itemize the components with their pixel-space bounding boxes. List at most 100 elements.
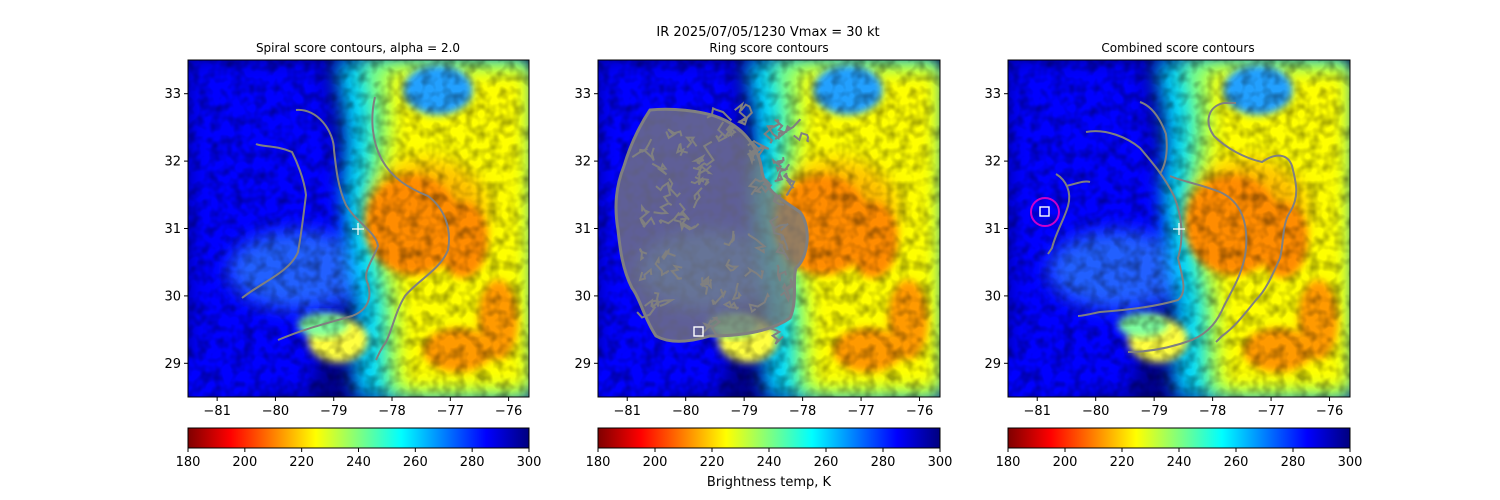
panel-spiral: Spiral score contours, alpha = 2.0 −81 −8… — [164, 41, 541, 470]
y-tick-label: 33 — [984, 87, 1001, 102]
colorbar-tick-label: 260 — [814, 455, 839, 470]
ring-contour-segment — [782, 172, 793, 186]
x-tick-label: −76 — [906, 404, 933, 419]
y-tick-label: 31 — [984, 222, 1001, 237]
x-tick-label: −78 — [1199, 404, 1226, 419]
ring-contour-segment — [785, 179, 796, 197]
panel-title: Combined score contours — [1101, 41, 1254, 55]
ring-contour-segment — [670, 264, 683, 280]
colorbar-tick-label: 260 — [1224, 455, 1249, 470]
x-tick-label: −80 — [1082, 404, 1109, 419]
colorbar-tick-label: 300 — [928, 455, 953, 470]
ring-contour-segment — [709, 316, 722, 337]
x-tick-label: −76 — [1316, 404, 1343, 419]
ring-contour-segment — [701, 275, 710, 288]
y-axis: 29 30 31 32 33 — [164, 87, 188, 372]
ring-contour-segment — [651, 162, 668, 176]
ring-contour-segment — [747, 140, 766, 157]
ring-contour-segment — [696, 140, 715, 170]
colorbar-tick-label: 180 — [586, 455, 611, 470]
x-tick-label: −79 — [320, 404, 347, 419]
ring-contour-segment — [638, 247, 648, 262]
ring-contour-segment — [692, 187, 703, 209]
ring-contour-segment — [766, 124, 788, 141]
colorbar-gradient — [1007, 427, 1351, 449]
colorbar-tick-label: 300 — [517, 455, 542, 470]
y-tick-label: 33 — [574, 87, 591, 102]
ring-contour-segment — [744, 266, 765, 280]
ring-contour-segment — [771, 158, 791, 173]
x-tick-label: −81 — [203, 404, 230, 419]
x-tick-label: −78 — [378, 404, 405, 419]
ring-contour-segment — [775, 242, 790, 261]
colorbar-tick-label: 240 — [346, 455, 371, 470]
colorbar-tick-label: 300 — [1338, 455, 1363, 470]
ring-contour-segment — [658, 211, 681, 225]
y-tick-label: 33 — [164, 87, 181, 102]
ring-contour-segment — [779, 278, 795, 303]
ring-contour-segment — [774, 118, 802, 140]
ring-contour-segment — [654, 255, 670, 277]
y-tick-label: 32 — [574, 155, 591, 170]
colorbar-tick-label: 180 — [996, 455, 1021, 470]
center-marker — [1173, 223, 1185, 235]
square-marker — [1039, 206, 1050, 217]
colorbar-label: Brightness temp, K — [707, 475, 832, 490]
ring-contour-segment — [684, 136, 698, 149]
ring-contour-segment — [723, 124, 737, 138]
ring-contour-segment — [661, 247, 676, 261]
colorbar-tick-label: 280 — [460, 455, 485, 470]
panel-title: Ring score contours — [709, 41, 828, 55]
colorbar: 180 200 220 240 260 280 300 — [996, 427, 1363, 470]
colorbar-tick-label: 220 — [289, 455, 314, 470]
ring-contour-segment — [662, 183, 682, 203]
ring-contour-segment — [774, 167, 789, 183]
x-tick-label: −79 — [730, 404, 757, 419]
ring-contour-segment — [631, 147, 648, 158]
ring-contour-segment — [651, 299, 676, 309]
ir-heatmap — [1008, 60, 1350, 397]
ring-contour-segment — [694, 176, 710, 186]
ring-contour-segment — [747, 233, 767, 254]
panel-title: Spiral score contours, alpha = 2.0 — [256, 41, 460, 55]
combined-contours — [1047, 101, 1298, 353]
ring-contour-segment — [665, 128, 683, 140]
ring-contour-segment — [772, 194, 785, 206]
ring-contour-segment — [639, 203, 651, 222]
x-tick-label: −77 — [1257, 404, 1284, 419]
ring-contour-segment — [748, 292, 770, 314]
y-tick-label: 30 — [984, 289, 1001, 304]
colorbar-tick-label: 200 — [232, 455, 257, 470]
ring-contour-segment — [643, 138, 655, 162]
y-axis: 29 30 31 32 33 — [574, 87, 598, 372]
ring-contour-segment — [763, 118, 780, 144]
magenta-circle-marker — [1030, 197, 1060, 227]
colorbar: 180 200 220 240 260 280 300 — [176, 427, 542, 470]
ring-contour-segment — [738, 103, 753, 126]
colorbar-tick-label: 240 — [1167, 455, 1192, 470]
colorbar-gradient — [597, 427, 941, 449]
colorbar-tick-label: 280 — [1281, 455, 1306, 470]
colorbar: 180 200 220 240 260 280 300 — [586, 427, 953, 470]
ring-contour-segment — [776, 264, 787, 282]
y-tick-label: 31 — [574, 222, 591, 237]
y-tick-label: 32 — [164, 155, 181, 170]
y-tick-label: 29 — [164, 357, 181, 372]
ir-heatmap — [598, 60, 940, 397]
colorbar-gradient — [187, 427, 530, 449]
ring-contour-segment — [715, 121, 728, 143]
square-marker — [693, 326, 704, 337]
y-axis: 29 30 31 32 33 — [984, 87, 1008, 372]
ring-contour-segment — [677, 202, 690, 221]
ring-contour-segment — [768, 215, 789, 232]
ring-contour-segment — [781, 280, 795, 293]
ring-contour-segment — [731, 282, 742, 301]
ring-contour-segment — [653, 202, 673, 215]
ring-contour-segment — [770, 327, 784, 345]
ring-contour-segment — [723, 230, 735, 247]
panel-ring: Ring score contours −81 −80 −79 −78 −77 −76 2… — [574, 41, 952, 490]
panel-combined: Combined score contours −81 −80 −79 −78 −77−… — [984, 41, 1362, 470]
y-tick-label: 29 — [574, 357, 591, 372]
ring-contour-segment — [793, 131, 810, 143]
colorbar-tick-label: 180 — [176, 455, 201, 470]
